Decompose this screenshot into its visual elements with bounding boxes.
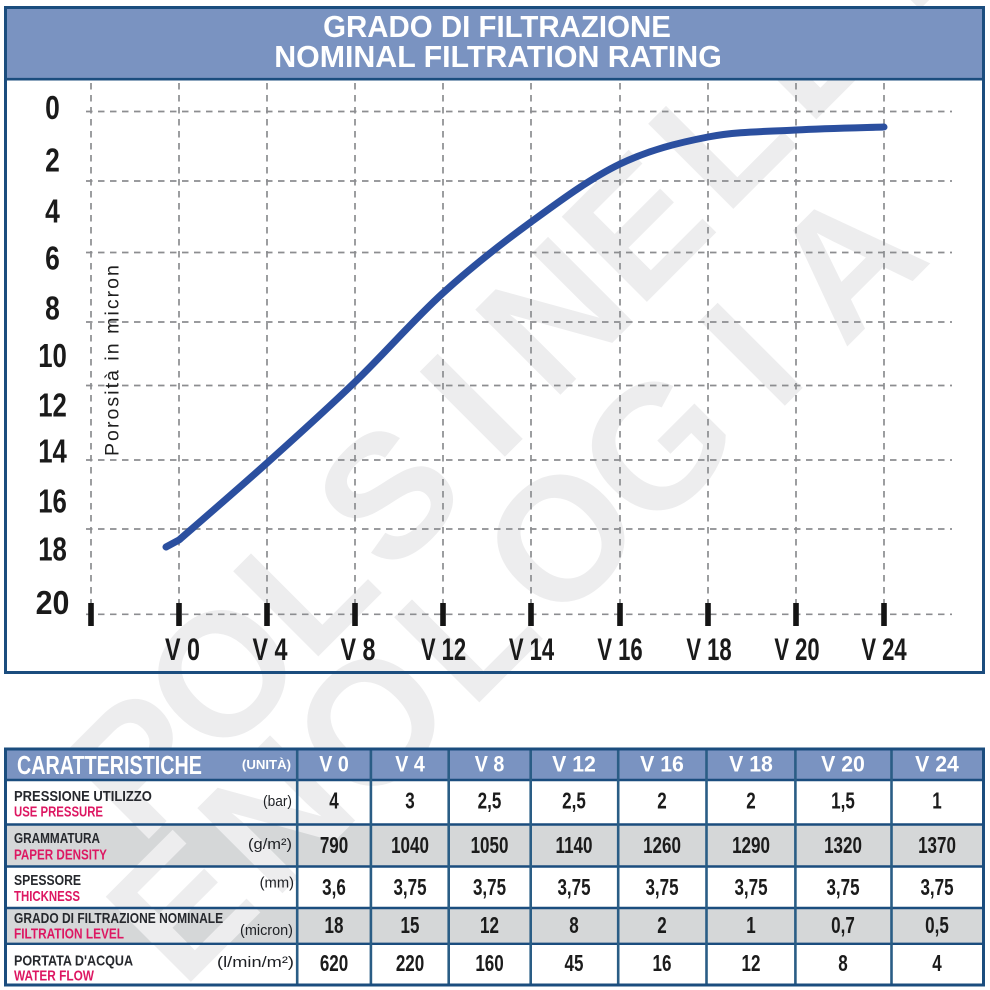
- svg-text:(g/m²): (g/m²): [248, 837, 292, 853]
- svg-text:1290: 1290: [732, 834, 770, 859]
- svg-text:PRESSIONE UTILIZZO: PRESSIONE UTILIZZO: [14, 787, 152, 804]
- svg-text:12: 12: [742, 952, 761, 977]
- svg-text:V 8: V 8: [475, 752, 505, 776]
- svg-text:6: 6: [45, 241, 60, 277]
- svg-text:18: 18: [325, 914, 344, 939]
- svg-text:0,7: 0,7: [831, 914, 855, 939]
- svg-text:16: 16: [653, 952, 672, 977]
- svg-text:8: 8: [838, 952, 847, 977]
- svg-text:18: 18: [38, 532, 67, 569]
- svg-text:3,75: 3,75: [645, 876, 678, 901]
- svg-text:4: 4: [45, 194, 60, 230]
- svg-text:FILTRATION LEVEL: FILTRATION LEVEL: [14, 925, 124, 942]
- svg-text:Porosità in micron: Porosità in micron: [102, 263, 124, 456]
- svg-text:V 20: V 20: [774, 631, 819, 667]
- svg-text:1370: 1370: [918, 834, 956, 859]
- svg-text:V 16: V 16: [640, 751, 684, 777]
- svg-text:2: 2: [45, 143, 60, 179]
- svg-text:V 4: V 4: [253, 632, 288, 667]
- svg-text:3,6: 3,6: [322, 876, 346, 901]
- svg-text:V 18: V 18: [729, 751, 773, 777]
- svg-text:1: 1: [746, 914, 755, 939]
- svg-text:2,5: 2,5: [562, 789, 586, 814]
- svg-text:20: 20: [36, 584, 70, 621]
- svg-text:V 24: V 24: [861, 631, 906, 667]
- svg-text:V 14: V 14: [509, 631, 554, 667]
- svg-text:790: 790: [320, 834, 348, 859]
- svg-text:16: 16: [38, 484, 67, 521]
- svg-text:V 0: V 0: [319, 752, 349, 776]
- svg-text:GRADO DI FILTRAZIONE NOMINALE: GRADO DI FILTRAZIONE NOMINALE: [14, 910, 223, 927]
- svg-text:GRAMMATURA: GRAMMATURA: [14, 830, 100, 847]
- svg-text:1040: 1040: [391, 834, 429, 859]
- svg-text:USE PRESSURE: USE PRESSURE: [14, 803, 103, 820]
- svg-text:45: 45: [565, 952, 584, 977]
- svg-text:SPESSORE: SPESSORE: [14, 872, 81, 889]
- svg-text:2,5: 2,5: [478, 789, 502, 814]
- svg-text:V 0: V 0: [165, 632, 200, 667]
- svg-text:2: 2: [746, 789, 755, 814]
- svg-text:14: 14: [38, 434, 67, 471]
- svg-text:1260: 1260: [643, 834, 681, 859]
- svg-text:1320: 1320: [824, 834, 862, 859]
- svg-text:3,75: 3,75: [920, 876, 953, 901]
- svg-text:PORTATA D'ACQUA: PORTATA D'ACQUA: [14, 951, 133, 968]
- svg-text:10: 10: [38, 338, 67, 375]
- svg-text:3,75: 3,75: [734, 876, 767, 901]
- svg-text:4: 4: [329, 789, 339, 814]
- svg-text:1,5: 1,5: [831, 789, 855, 814]
- svg-text:4: 4: [932, 952, 942, 977]
- svg-text:0,5: 0,5: [925, 914, 949, 939]
- svg-text:1050: 1050: [471, 834, 509, 859]
- svg-text:8: 8: [569, 914, 578, 939]
- svg-text:3,75: 3,75: [473, 876, 506, 901]
- svg-text:3: 3: [405, 789, 414, 814]
- svg-text:1140: 1140: [556, 834, 593, 859]
- svg-text:(micron): (micron): [240, 923, 293, 939]
- svg-text:0: 0: [45, 90, 60, 126]
- svg-text:12: 12: [480, 914, 499, 939]
- svg-text:(l/min/m²): (l/min/m²): [217, 954, 294, 971]
- svg-text:V 18: V 18: [686, 631, 731, 667]
- svg-text:160: 160: [475, 952, 503, 977]
- svg-text:(mm): (mm): [260, 875, 294, 891]
- svg-text:THICKNESS: THICKNESS: [14, 888, 80, 905]
- svg-text:3,75: 3,75: [393, 876, 426, 901]
- svg-text:3,75: 3,75: [826, 876, 859, 901]
- svg-text:2: 2: [657, 789, 666, 814]
- svg-text:3,75: 3,75: [557, 876, 590, 901]
- svg-text:620: 620: [320, 952, 348, 977]
- svg-text:V 24: V 24: [915, 751, 960, 777]
- svg-text:V 12: V 12: [421, 631, 466, 667]
- svg-text:GRADO DI FILTRAZIONE: GRADO DI FILTRAZIONE: [323, 10, 671, 44]
- svg-text:1: 1: [932, 789, 941, 814]
- svg-text:NOMINAL FILTRATION RATING: NOMINAL FILTRATION RATING: [274, 40, 722, 74]
- svg-text:V 12: V 12: [552, 751, 596, 777]
- svg-text:(bar): (bar): [263, 793, 292, 810]
- svg-text:2: 2: [657, 914, 666, 939]
- svg-text:V 20: V 20: [821, 751, 865, 777]
- svg-text:V 4: V 4: [395, 752, 425, 776]
- svg-text:15: 15: [401, 914, 420, 939]
- svg-text:WATER FLOW: WATER FLOW: [14, 967, 94, 984]
- svg-text:8: 8: [45, 291, 60, 327]
- svg-text:12: 12: [38, 387, 67, 424]
- svg-text:CARATTERISTICHE: CARATTERISTICHE: [17, 750, 202, 779]
- svg-text:PAPER DENSITY: PAPER DENSITY: [14, 846, 107, 863]
- svg-text:(UNITÀ): (UNITÀ): [242, 757, 291, 772]
- svg-text:220: 220: [396, 952, 424, 977]
- svg-text:V 16: V 16: [597, 631, 642, 667]
- svg-text:V 8: V 8: [341, 632, 376, 667]
